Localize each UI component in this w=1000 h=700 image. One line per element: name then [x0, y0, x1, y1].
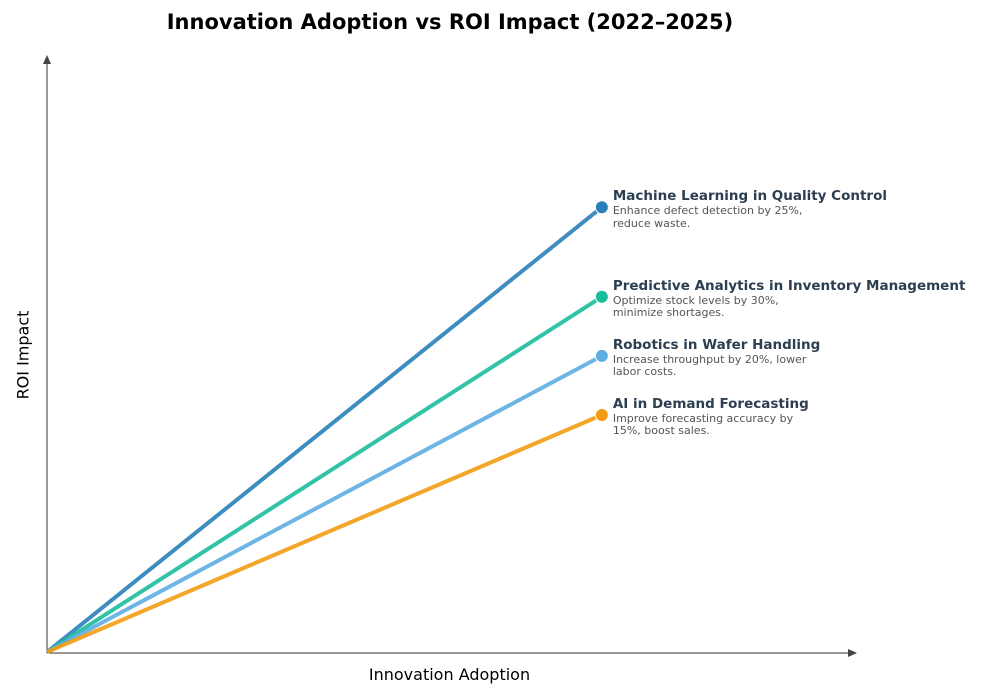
- series-annotation: Robotics in Wafer Handling Increase throu…: [613, 337, 820, 379]
- x-axis-arrow: [848, 649, 857, 657]
- y-axis-arrow: [43, 55, 51, 64]
- series-name: AI in Demand Forecasting: [612, 395, 809, 412]
- series-annotation: AI in Demand Forecasting Improve forecast…: [613, 396, 818, 438]
- series-endpoint: [594, 407, 609, 422]
- series-description: Optimize stock levels by 30%, minimize s…: [612, 293, 779, 320]
- chart-title: Innovation Adoption vs ROI Impact (2022–…: [166, 10, 734, 34]
- series-endpoint: [594, 200, 609, 215]
- series-line: [46, 354, 603, 654]
- series-description: Enhance defect detection by 25%, reduce …: [612, 204, 803, 230]
- series-endpoint: [594, 348, 609, 363]
- series-line: [45, 295, 603, 654]
- series-line: [46, 413, 603, 654]
- series-annotation: Predictive Analytics in Inventory Manage…: [613, 278, 966, 320]
- series-description: Increase throughput by 20%, lower labor …: [612, 352, 807, 379]
- series-name: Machine Learning in Quality Control: [612, 188, 887, 205]
- series-annotation: Machine Learning in Quality Control Enhan…: [613, 188, 887, 230]
- series-name: Robotics in Wafer Handling: [612, 336, 821, 353]
- x-axis-label: Innovation Adoption: [368, 665, 531, 684]
- series-description: Improve forecasting accuracy by 15%, boo…: [612, 411, 794, 438]
- series-endpoint: [594, 289, 609, 304]
- series-name: Predictive Analytics in Inventory Manage…: [612, 277, 966, 294]
- series-line: [45, 205, 604, 654]
